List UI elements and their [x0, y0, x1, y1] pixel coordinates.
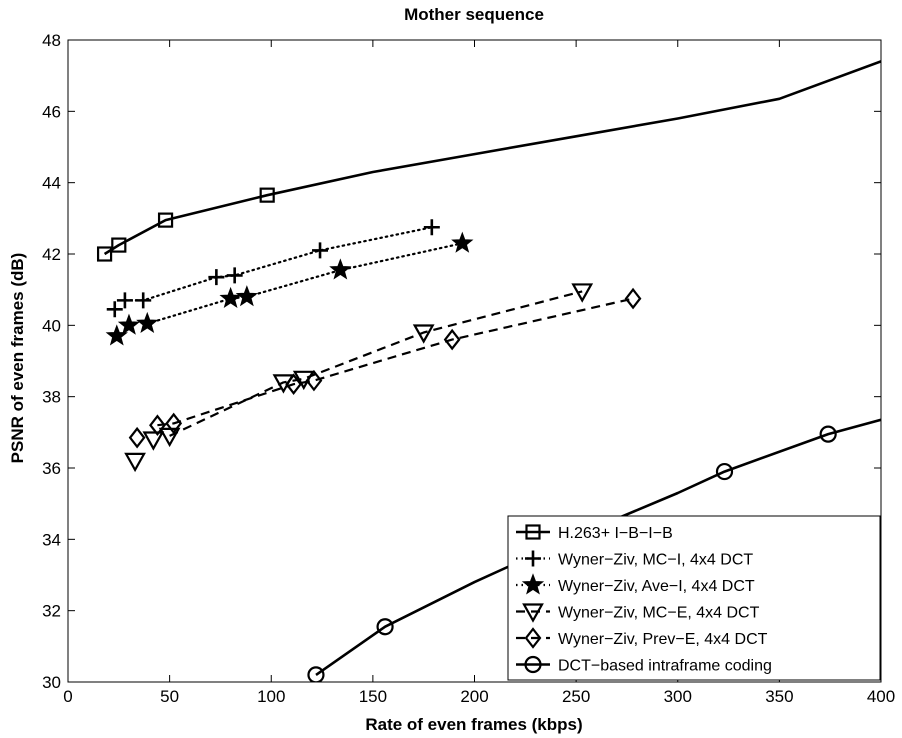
plot-area: 0 50 100 150 200 250 300 350 400 30 32 34 36 38 40 42 44… [42, 31, 895, 706]
data-point [259, 187, 275, 203]
data-point [285, 373, 303, 395]
series-1 [96, 60, 881, 262]
data-point [624, 287, 642, 310]
series-line [157, 297, 634, 427]
data-point [715, 462, 734, 481]
y-tick-label: 32 [42, 602, 61, 621]
x-tick-label: 350 [765, 687, 793, 706]
data-point [312, 242, 329, 259]
data-point [412, 324, 435, 344]
data-point [117, 313, 141, 335]
x-tick-label: 50 [160, 687, 179, 706]
data-point [423, 219, 440, 236]
legend-marker [522, 603, 544, 623]
data-point [226, 267, 243, 284]
data-point [106, 301, 123, 318]
y-tick-label: 30 [42, 673, 61, 692]
series-line [123, 226, 433, 302]
data-point [329, 258, 352, 280]
series-line [103, 60, 881, 256]
x-tick-label: 100 [257, 687, 285, 706]
y-tick-label: 46 [42, 102, 61, 121]
data-point [116, 292, 133, 309]
series-5 [128, 287, 642, 449]
data-point [451, 231, 474, 253]
legend-marker [521, 573, 545, 595]
legend: H.263+ I−B−I−B Wyner−Ziv, MC−I, 4x4 DCT Wy… [507, 515, 881, 681]
data-point [96, 246, 113, 262]
legend-marker [525, 550, 541, 567]
legend-entry: H.263+ I−B−I−B [558, 525, 673, 542]
data-point [208, 269, 225, 286]
data-point [149, 414, 166, 436]
x-tick-label: 200 [460, 687, 488, 706]
legend-marker [524, 655, 542, 674]
legend-box [507, 515, 881, 681]
y-tick-label: 48 [42, 31, 61, 50]
legend-marker [525, 524, 541, 540]
x-tick-label: 0 [63, 687, 72, 706]
data-point [157, 212, 174, 228]
series-6 [307, 418, 881, 682]
y-tick-label: 38 [42, 388, 61, 407]
x-tick-label: 250 [562, 687, 590, 706]
data-point [165, 412, 183, 435]
y-tick-label: 44 [42, 174, 61, 193]
data-point [128, 426, 146, 449]
series-2 [106, 219, 440, 318]
data-point [124, 452, 146, 473]
chart-title: Mother sequence [404, 5, 544, 24]
series-line [146, 242, 464, 325]
series-3 [105, 231, 474, 346]
data-point [376, 618, 394, 636]
legend-marker [524, 627, 542, 649]
x-tick-label: 400 [867, 687, 895, 706]
legend-entry: Wyner−Ziv, MC−E, 4x4 DCT [558, 605, 760, 622]
data-point [235, 285, 258, 307]
y-axis-label: PSNR of even frames (dB) [8, 253, 27, 464]
data-point [136, 311, 159, 334]
data-point [443, 328, 461, 351]
data-point [571, 283, 594, 303]
y-tick-label: 42 [42, 245, 61, 264]
legend-entry: Wyner−Ziv, Ave−I, 4x4 DCT [558, 578, 755, 595]
legend-entry: Wyner−Ziv, MC−I, 4x4 DCT [558, 552, 753, 569]
legend-entry: DCT−based intraframe coding [558, 658, 772, 675]
legend-entry: Wyner−Ziv, Prev−E, 4x4 DCT [558, 631, 768, 648]
data-point [305, 369, 323, 392]
series-line [315, 418, 881, 676]
data-point [219, 286, 242, 309]
data-point [142, 431, 165, 451]
data-point [819, 425, 837, 443]
data-point [307, 666, 325, 682]
y-tick-label: 36 [42, 459, 61, 478]
y-tick-label: 40 [42, 316, 61, 335]
x-axis-label: Rate of even frames (kbps) [365, 715, 582, 734]
data-point [135, 292, 152, 309]
data-point [111, 237, 127, 253]
y-tick-label: 34 [42, 530, 61, 549]
x-tick-label: 150 [359, 687, 387, 706]
x-tick-label: 300 [664, 687, 692, 706]
